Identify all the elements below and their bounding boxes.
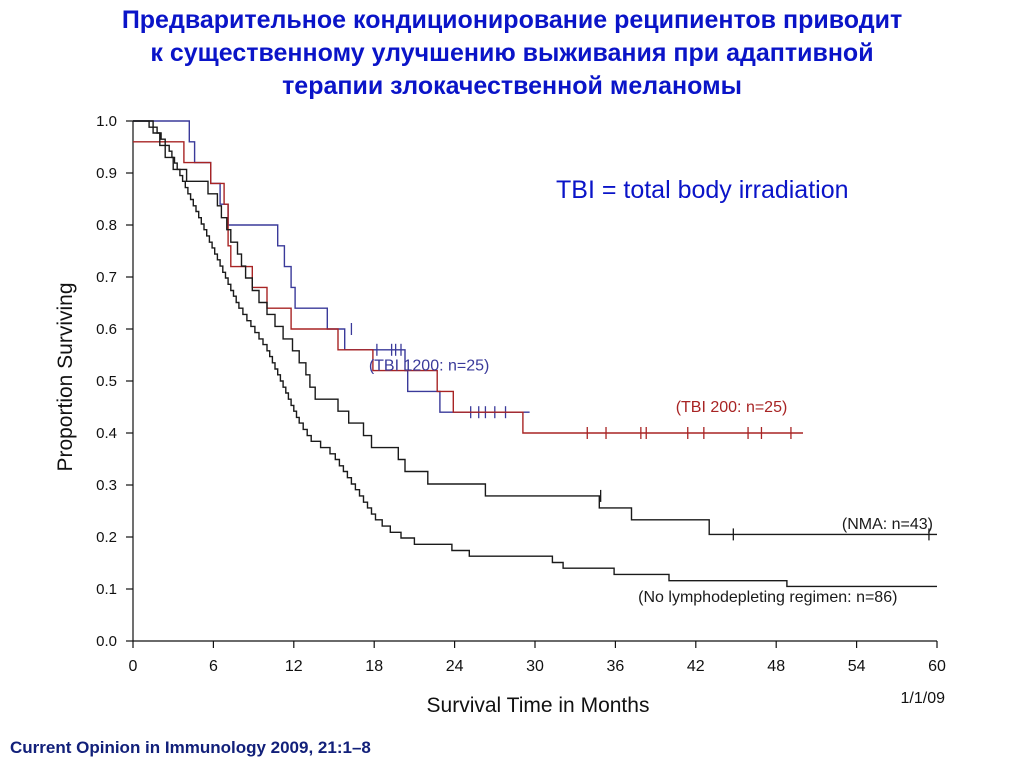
x-tick-label: 6	[209, 658, 218, 675]
series-group-3	[133, 120, 937, 588]
y-tick-label: 0.4	[96, 425, 117, 442]
survival-curve	[133, 141, 803, 434]
slide-title: Предварительное кондиционирование реципи…	[0, 4, 1024, 103]
y-tick-label: 0.1	[96, 581, 117, 598]
x-tick-label: 42	[687, 658, 705, 675]
citation: Current Opinion in Immunology 2009, 21:1…	[10, 738, 371, 757]
x-tick-label: 12	[285, 658, 303, 675]
y-tick-label: 0.9	[96, 165, 117, 182]
y-tick-label: 0.2	[96, 529, 117, 546]
chart-axes: 0 6 12 18 24 30 36 42 48 54 60 0.0 0.1 0.2 0.3 0.4 0.5 0.…	[54, 113, 946, 717]
x-tick-label: 24	[446, 658, 464, 675]
survival-curve	[133, 120, 937, 536]
x-axis-label: Survival Time in Months	[427, 694, 650, 717]
y-tick-label: 0.0	[96, 633, 117, 650]
date-stamp: 1/1/09	[901, 690, 946, 707]
x-tick-label: 48	[767, 658, 785, 675]
y-axis-label: Proportion Surviving	[54, 282, 77, 471]
x-tick-label: 30	[526, 658, 544, 675]
tbi-definition-note: TBI = total body irradiation	[556, 176, 849, 204]
x-tick-label: 36	[607, 658, 625, 675]
y-tick-label: 0.5	[96, 373, 117, 390]
chart-labels: (TBI 1200: n=25) (TBI 200: n=25) (NMA: n=4…	[369, 358, 933, 606]
x-tick-label: 18	[365, 658, 383, 675]
slide-title-line-1: Предварительное кондиционирование реципи…	[121, 6, 903, 34]
slide-title-line-2: к существенному улучшению выживания при …	[150, 39, 874, 67]
y-tick-label: 0.8	[96, 217, 117, 234]
x-tick-label: 0	[129, 658, 138, 675]
y-tick-label: 0.6	[96, 321, 117, 338]
series-label: (TBI 1200: n=25)	[369, 358, 490, 375]
y-tick-label: 0.7	[96, 269, 117, 286]
y-tick-label: 1.0	[96, 113, 117, 130]
series-label: (NMA: n=43)	[842, 516, 933, 533]
y-tick-label: 0.3	[96, 477, 117, 494]
slide-title-line-3: терапии злокачественной меланомы	[282, 72, 742, 100]
x-tick-label: 60	[928, 658, 946, 675]
series-group-1	[133, 141, 803, 439]
series-label: (No lymphodepleting regimen: n=86)	[638, 589, 897, 606]
x-tick-label: 54	[848, 658, 866, 675]
series-group-2	[133, 120, 937, 541]
series-label: (TBI 200: n=25)	[676, 399, 788, 416]
survival-curve	[133, 120, 937, 588]
chart-series	[133, 120, 937, 588]
